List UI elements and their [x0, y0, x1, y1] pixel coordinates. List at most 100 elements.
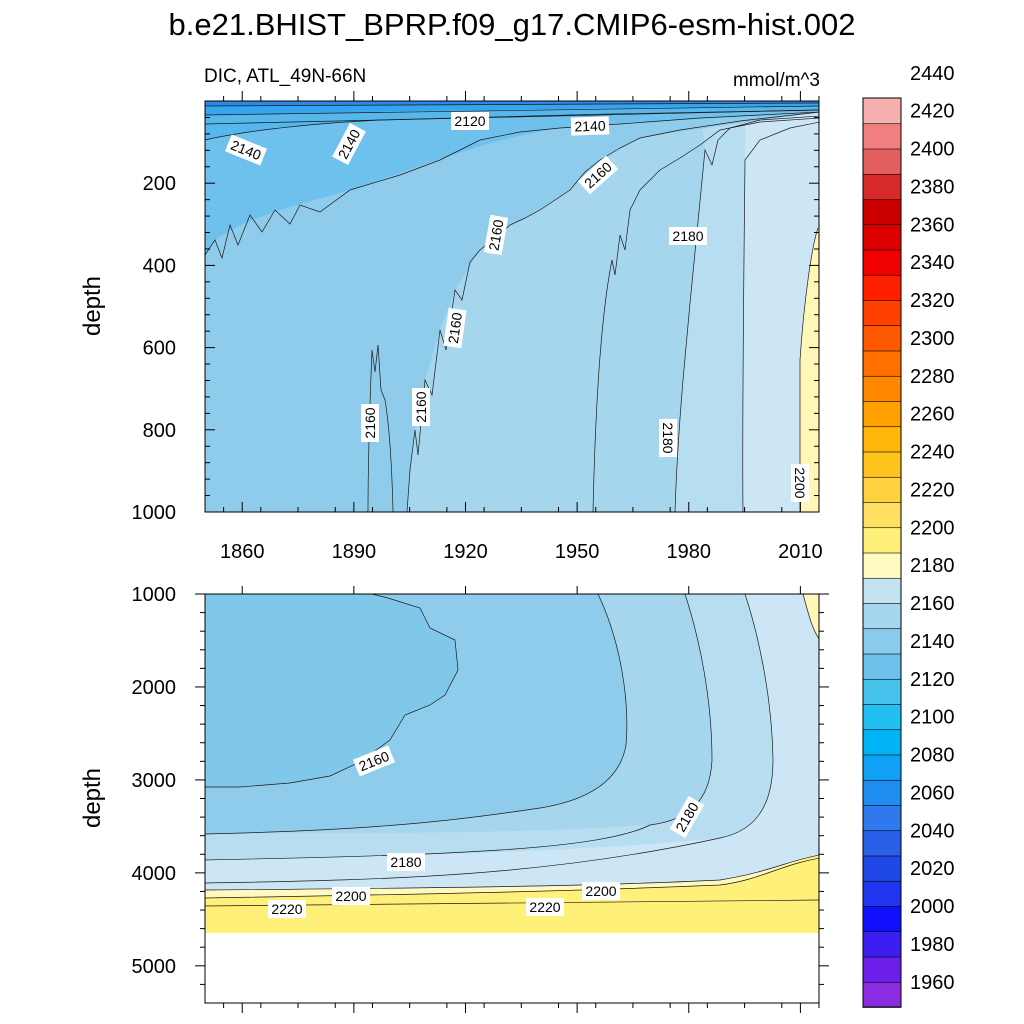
colorbar-tick-label: 1980 [910, 934, 955, 956]
colorbar-swatch [862, 728, 902, 756]
colorbar-swatch [862, 223, 902, 251]
y-tick-label: 4000 [132, 863, 177, 885]
upper-panel: DIC, ATL_49N-66N mmol/m^3 [79, 66, 823, 563]
lower-axis-ticks: 1000 2000 3000 4000 5000 [132, 584, 829, 1013]
colorbar-tick-label: 2360 [910, 214, 955, 236]
y-tick-label: 1000 [132, 502, 177, 524]
colorbar-swatch [862, 299, 902, 327]
svg-text:2220: 2220 [529, 899, 560, 915]
contour-label: 2160 [443, 307, 467, 349]
colorbar-tick-label: 2420 [910, 101, 955, 123]
contour-label: 2160 [483, 214, 509, 256]
colorbar-swatch [862, 678, 902, 705]
svg-text:2120: 2120 [454, 113, 485, 129]
y-tick-label: 5000 [132, 956, 177, 978]
svg-text:2220: 2220 [271, 901, 302, 917]
colorbar-swatch [862, 324, 902, 352]
colorbar-tick-label: 2260 [910, 404, 955, 426]
y-tick-label: 1000 [132, 584, 177, 606]
contour-label: 2120 [451, 112, 489, 130]
colorbar-swatch [862, 425, 902, 453]
svg-text:2180: 2180 [660, 422, 676, 453]
colorbar-swatch [862, 526, 902, 554]
colorbar-swatch [862, 375, 902, 402]
colorbar-swatch [862, 754, 902, 781]
svg-text:2180: 2180 [390, 854, 421, 870]
chart-title: b.e21.BHIST_BPRP.f09_g17.CMIP6-esm-hist.… [169, 7, 856, 42]
colorbar-swatch [862, 829, 902, 857]
colorbar-tick-label: 2140 [910, 631, 955, 653]
x-tick-label: 2010 [778, 541, 823, 563]
colorbar-swatch [862, 501, 902, 529]
colorbar-tick-label: 2340 [910, 252, 955, 274]
svg-text:2160: 2160 [485, 218, 506, 252]
colorbar-swatch [862, 981, 902, 1008]
colorbar-tick-label: 2400 [910, 139, 955, 161]
y-tick-label: 3000 [132, 770, 177, 792]
svg-text:2200: 2200 [585, 883, 616, 899]
colorbar-tick-label: 2240 [910, 442, 955, 464]
lower-contour-fill [205, 594, 819, 1003]
colorbar-swatch [862, 350, 902, 377]
x-tick-label: 1920 [443, 541, 488, 563]
upper-axis-ticks: 1860 1890 1920 1950 1980 2010 200 400 600 800 1000 [132, 91, 823, 563]
svg-text:2180: 2180 [672, 228, 703, 244]
colorbar-swatch [862, 930, 902, 958]
units-label: mmol/m^3 [733, 70, 820, 91]
colorbar-swatch [862, 274, 902, 301]
colorbar-swatch [862, 779, 902, 806]
upper-depth-axis-label: depth [79, 276, 106, 336]
colorbar-tick-label: 2300 [910, 328, 955, 350]
contour-label: 2160 [361, 404, 379, 442]
y-tick-label: 400 [143, 255, 176, 277]
colorbar-swatch [862, 552, 902, 579]
svg-text:2160: 2160 [413, 391, 429, 422]
colorbar-swatch [862, 173, 902, 200]
contour-label: 2160 [412, 388, 430, 426]
x-tick-label: 1950 [555, 541, 600, 563]
colorbar-swatch [862, 451, 902, 478]
lower-depth-axis-label: depth [79, 768, 106, 828]
y-tick-label: 600 [143, 338, 176, 360]
contour-label: 2200 [791, 464, 809, 502]
x-tick-label: 1860 [220, 541, 265, 563]
svg-text:2160: 2160 [445, 311, 465, 344]
svg-text:2140: 2140 [574, 117, 606, 134]
colorbar-tick-label: 2200 [910, 517, 955, 539]
colorbar-swatch [862, 627, 902, 655]
y-tick-label: 200 [143, 173, 176, 195]
contour-label: 2220 [268, 900, 306, 918]
colorbar-swatch [862, 476, 902, 503]
colorbar-swatch [862, 400, 902, 428]
svg-text:2200: 2200 [792, 467, 808, 498]
contour-label: 2200 [582, 882, 620, 900]
colorbar-tick-label: 2380 [910, 176, 955, 198]
colorbar-swatch [862, 122, 902, 150]
colorbar-tick-label: 2320 [910, 290, 955, 312]
x-tick-label: 1980 [667, 541, 712, 563]
colorbar-swatch [862, 653, 902, 680]
colorbar-swatch [862, 956, 902, 983]
colorbar-swatch [862, 804, 902, 832]
colorbar-tick-label: 1960 [910, 972, 955, 994]
upper-contour-fill [205, 101, 819, 512]
colorbar-swatch [862, 249, 902, 276]
x-tick-label: 1890 [332, 541, 377, 563]
colorbar-swatch [862, 602, 902, 630]
colorbar-tick-label: 2100 [910, 707, 955, 729]
colorbar-tick-label: 2220 [910, 479, 955, 501]
variable-region-label: DIC, ATL_49N-66N [204, 66, 366, 87]
colorbar-tick-label: 2040 [910, 820, 955, 842]
y-tick-label: 800 [143, 420, 176, 442]
colorbar-swatch [862, 905, 902, 933]
colorbar-swatch [862, 148, 902, 175]
colorbar-tick-label: 2180 [910, 555, 955, 577]
contour-label: 2200 [332, 887, 370, 905]
colorbar-tick-label: 2020 [910, 858, 955, 880]
colorbar-tick-label: 2060 [910, 782, 955, 804]
contour-label: 2220 [526, 898, 564, 916]
